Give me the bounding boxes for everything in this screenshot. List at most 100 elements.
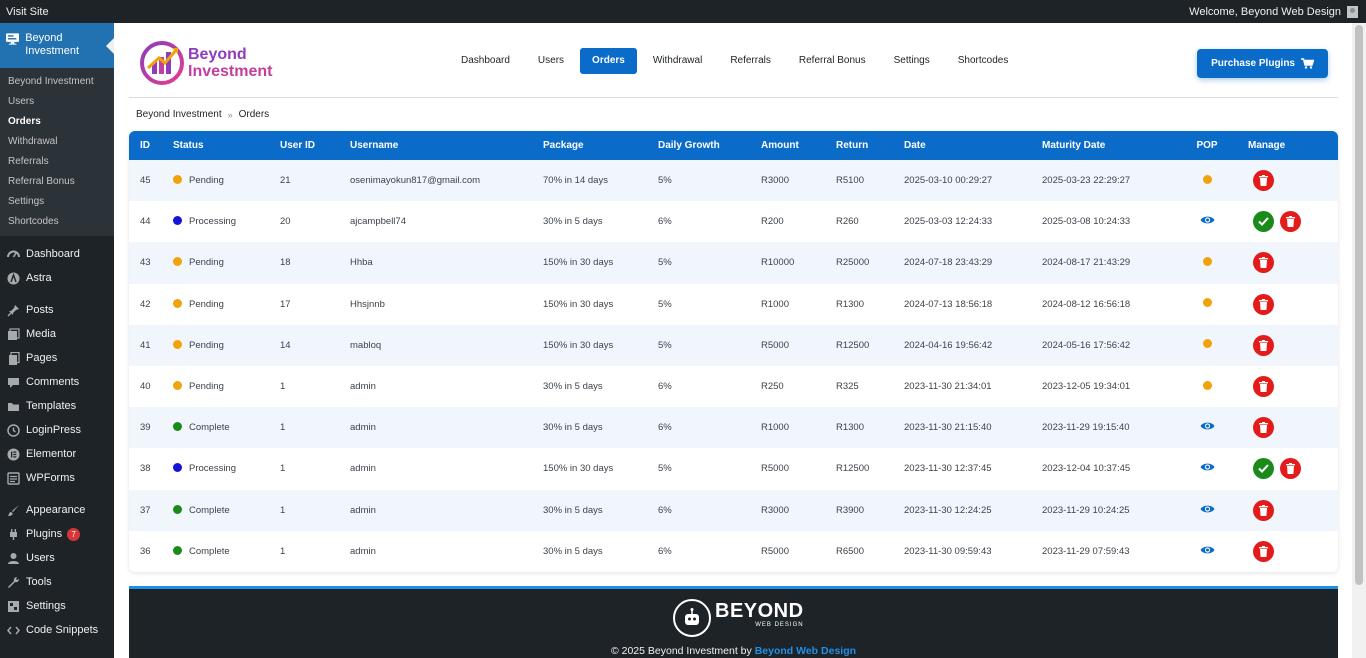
tab-settings[interactable]: Settings xyxy=(893,55,930,66)
tab-users[interactable]: Users xyxy=(537,55,565,66)
breadcrumb-root[interactable]: Beyond Investment xyxy=(136,109,222,120)
view-proof-icon[interactable] xyxy=(1200,504,1215,514)
sidebar-item-tools[interactable]: Tools xyxy=(0,570,114,594)
plugin-nav: Dashboard Users Orders Withdrawal Referrals R… xyxy=(449,48,1024,74)
sidebar-item-wpforms[interactable]: WPForms xyxy=(0,466,114,490)
brand-logo[interactable]: Beyond Investment xyxy=(139,40,272,86)
submenu-item-shortcodes[interactable]: Shortcodes xyxy=(8,216,59,227)
footer-link[interactable]: Beyond Web Design xyxy=(754,645,857,657)
view-proof-icon[interactable] xyxy=(1200,421,1215,431)
column-header-pop: POP xyxy=(1196,140,1218,151)
table-body: 45 Pending 21 osenimayokun817@gmail.com 70% … xyxy=(129,160,1338,572)
table-row: 36 Complete 1 admin 30% in 5 days 6% R5000 R650… xyxy=(129,530,1338,572)
column-header-date: Date xyxy=(904,140,926,151)
submenu-item-withdrawal[interactable]: Withdrawal xyxy=(8,136,58,147)
status-label: Processing xyxy=(189,216,236,228)
sidebar-item-code-snippets[interactable]: Code Snippets xyxy=(0,618,114,642)
delete-button[interactable] xyxy=(1253,499,1274,521)
tab-shortcodes[interactable]: Shortcodes xyxy=(957,55,1009,66)
cell-package: 30% in 5 days xyxy=(543,381,603,393)
sidebar-item-comments[interactable]: Comments xyxy=(0,370,114,394)
sidebar-item-loginpress[interactable]: LoginPress xyxy=(0,418,114,442)
sidebar-item-settings[interactable]: Settings xyxy=(0,594,114,618)
sidebar-item-media[interactable]: Media xyxy=(0,322,114,346)
cell-id: 37 xyxy=(140,504,151,516)
submenu-item-beyond-investment[interactable]: Beyond Investment xyxy=(8,76,94,87)
delete-button[interactable] xyxy=(1253,334,1274,356)
welcome-text[interactable]: Welcome, Beyond Web Design xyxy=(1189,5,1341,18)
table-row: 38 Processing 1 admin 150% in 30 days 5% R5000… xyxy=(129,448,1338,490)
status-dot xyxy=(173,257,182,267)
view-proof-icon[interactable] xyxy=(1200,215,1215,225)
cell-id: 39 xyxy=(140,422,151,434)
delete-button[interactable] xyxy=(1253,252,1274,274)
cell-date: 2023-11-30 12:24:25 xyxy=(904,504,992,516)
cell-manage xyxy=(1241,201,1338,242)
sidebar-item-appearance[interactable]: Appearance xyxy=(0,498,114,522)
sidebar-item-users[interactable]: Users xyxy=(0,546,114,570)
sidebar-item-label: Users xyxy=(26,552,55,564)
cell-username: admin xyxy=(350,422,376,434)
sidebar-item-beyond-investment[interactable]: Beyond Investment xyxy=(0,23,114,68)
sidebar-item-pages[interactable]: Pages xyxy=(0,346,114,370)
sidebar-item-label: Pages xyxy=(26,352,58,364)
cell-maturity: 2024-05-16 17:56:42 xyxy=(1042,339,1131,351)
cell-user-id: 1 xyxy=(280,381,286,393)
approve-button[interactable] xyxy=(1253,211,1274,233)
plugin-icon xyxy=(6,527,20,541)
sidebar-current-label: Beyond Investment xyxy=(25,32,80,57)
tab-referral-bonus[interactable]: Referral Bonus xyxy=(798,55,866,66)
sidebar-item-label: Posts xyxy=(26,304,54,316)
cell-date: 2023-11-30 09:59:43 xyxy=(904,545,992,557)
account-menu[interactable]: Welcome, Beyond Web Design xyxy=(1189,5,1358,18)
purchase-plugins-button[interactable]: Purchase Plugins xyxy=(1197,49,1328,78)
delete-button[interactable] xyxy=(1253,293,1274,315)
scrollbar-thumb[interactable] xyxy=(1355,25,1363,585)
column-header-id: ID xyxy=(140,140,150,151)
submenu-item-referrals[interactable]: Referrals xyxy=(8,156,49,167)
sidebar-item-astra[interactable]: Astra xyxy=(0,266,114,290)
approve-button[interactable] xyxy=(1253,458,1274,480)
sidebar-menu: Dashboard Astra Posts Media Pages Comments Tem… xyxy=(0,236,114,642)
cell-growth: 5% xyxy=(658,298,672,310)
sidebar-item-elementor[interactable]: Elementor xyxy=(0,442,114,466)
status-label: Processing xyxy=(189,463,236,475)
tab-orders[interactable]: Orders xyxy=(580,48,637,74)
code-icon xyxy=(6,623,20,637)
sidebar-item-posts[interactable]: Posts xyxy=(0,298,114,322)
delete-button[interactable] xyxy=(1253,417,1274,439)
view-proof-icon[interactable] xyxy=(1200,462,1215,472)
tab-dashboard[interactable]: Dashboard xyxy=(461,55,510,66)
cell-return: R5100 xyxy=(836,175,864,187)
cell-username: admin xyxy=(350,463,376,475)
status-label: Pending xyxy=(189,175,224,187)
sidebar-item-plugins[interactable]: Plugins 7 xyxy=(0,522,114,546)
sidebar-item-label: WPForms xyxy=(26,472,75,484)
cell-amount: R3000 xyxy=(761,504,789,516)
status-dot xyxy=(173,381,182,391)
tab-referrals[interactable]: Referrals xyxy=(730,55,771,66)
visit-site-link[interactable]: Visit Site xyxy=(6,5,49,18)
tab-withdrawal[interactable]: Withdrawal xyxy=(652,55,703,66)
column-header-status: Status xyxy=(173,140,204,151)
view-proof-icon[interactable] xyxy=(1200,545,1215,555)
table-row: 45 Pending 21 osenimayokun817@gmail.com 70% … xyxy=(129,160,1338,202)
submenu-item-referral-bonus[interactable]: Referral Bonus xyxy=(8,176,75,187)
submenu-item-settings[interactable]: Settings xyxy=(8,196,45,207)
submenu-item-users[interactable]: Users xyxy=(8,96,35,107)
delete-button[interactable] xyxy=(1253,376,1274,398)
sidebar-item-dashboard[interactable]: Dashboard xyxy=(0,242,114,266)
delete-button[interactable] xyxy=(1253,170,1274,192)
column-header-manage: Manage xyxy=(1248,140,1286,151)
submenu-item-orders[interactable]: Orders xyxy=(8,116,41,127)
cell-manage xyxy=(1241,242,1338,283)
avatar[interactable] xyxy=(1347,5,1358,18)
footer-logo[interactable]: BEYOND WEB DESIGN xyxy=(673,599,804,637)
cell-pop xyxy=(1173,407,1241,448)
delete-button[interactable] xyxy=(1280,211,1301,233)
sidebar-item-templates[interactable]: Templates xyxy=(0,394,114,418)
scrollbar[interactable] xyxy=(1352,23,1366,658)
delete-button[interactable] xyxy=(1280,458,1301,480)
sidebar-item-label: Tools xyxy=(26,576,52,588)
delete-button[interactable] xyxy=(1253,540,1274,562)
